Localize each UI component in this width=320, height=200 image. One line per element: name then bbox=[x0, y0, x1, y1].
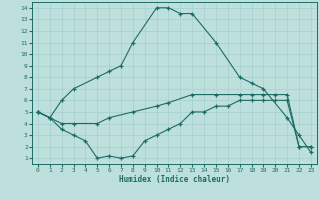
X-axis label: Humidex (Indice chaleur): Humidex (Indice chaleur) bbox=[119, 175, 230, 184]
